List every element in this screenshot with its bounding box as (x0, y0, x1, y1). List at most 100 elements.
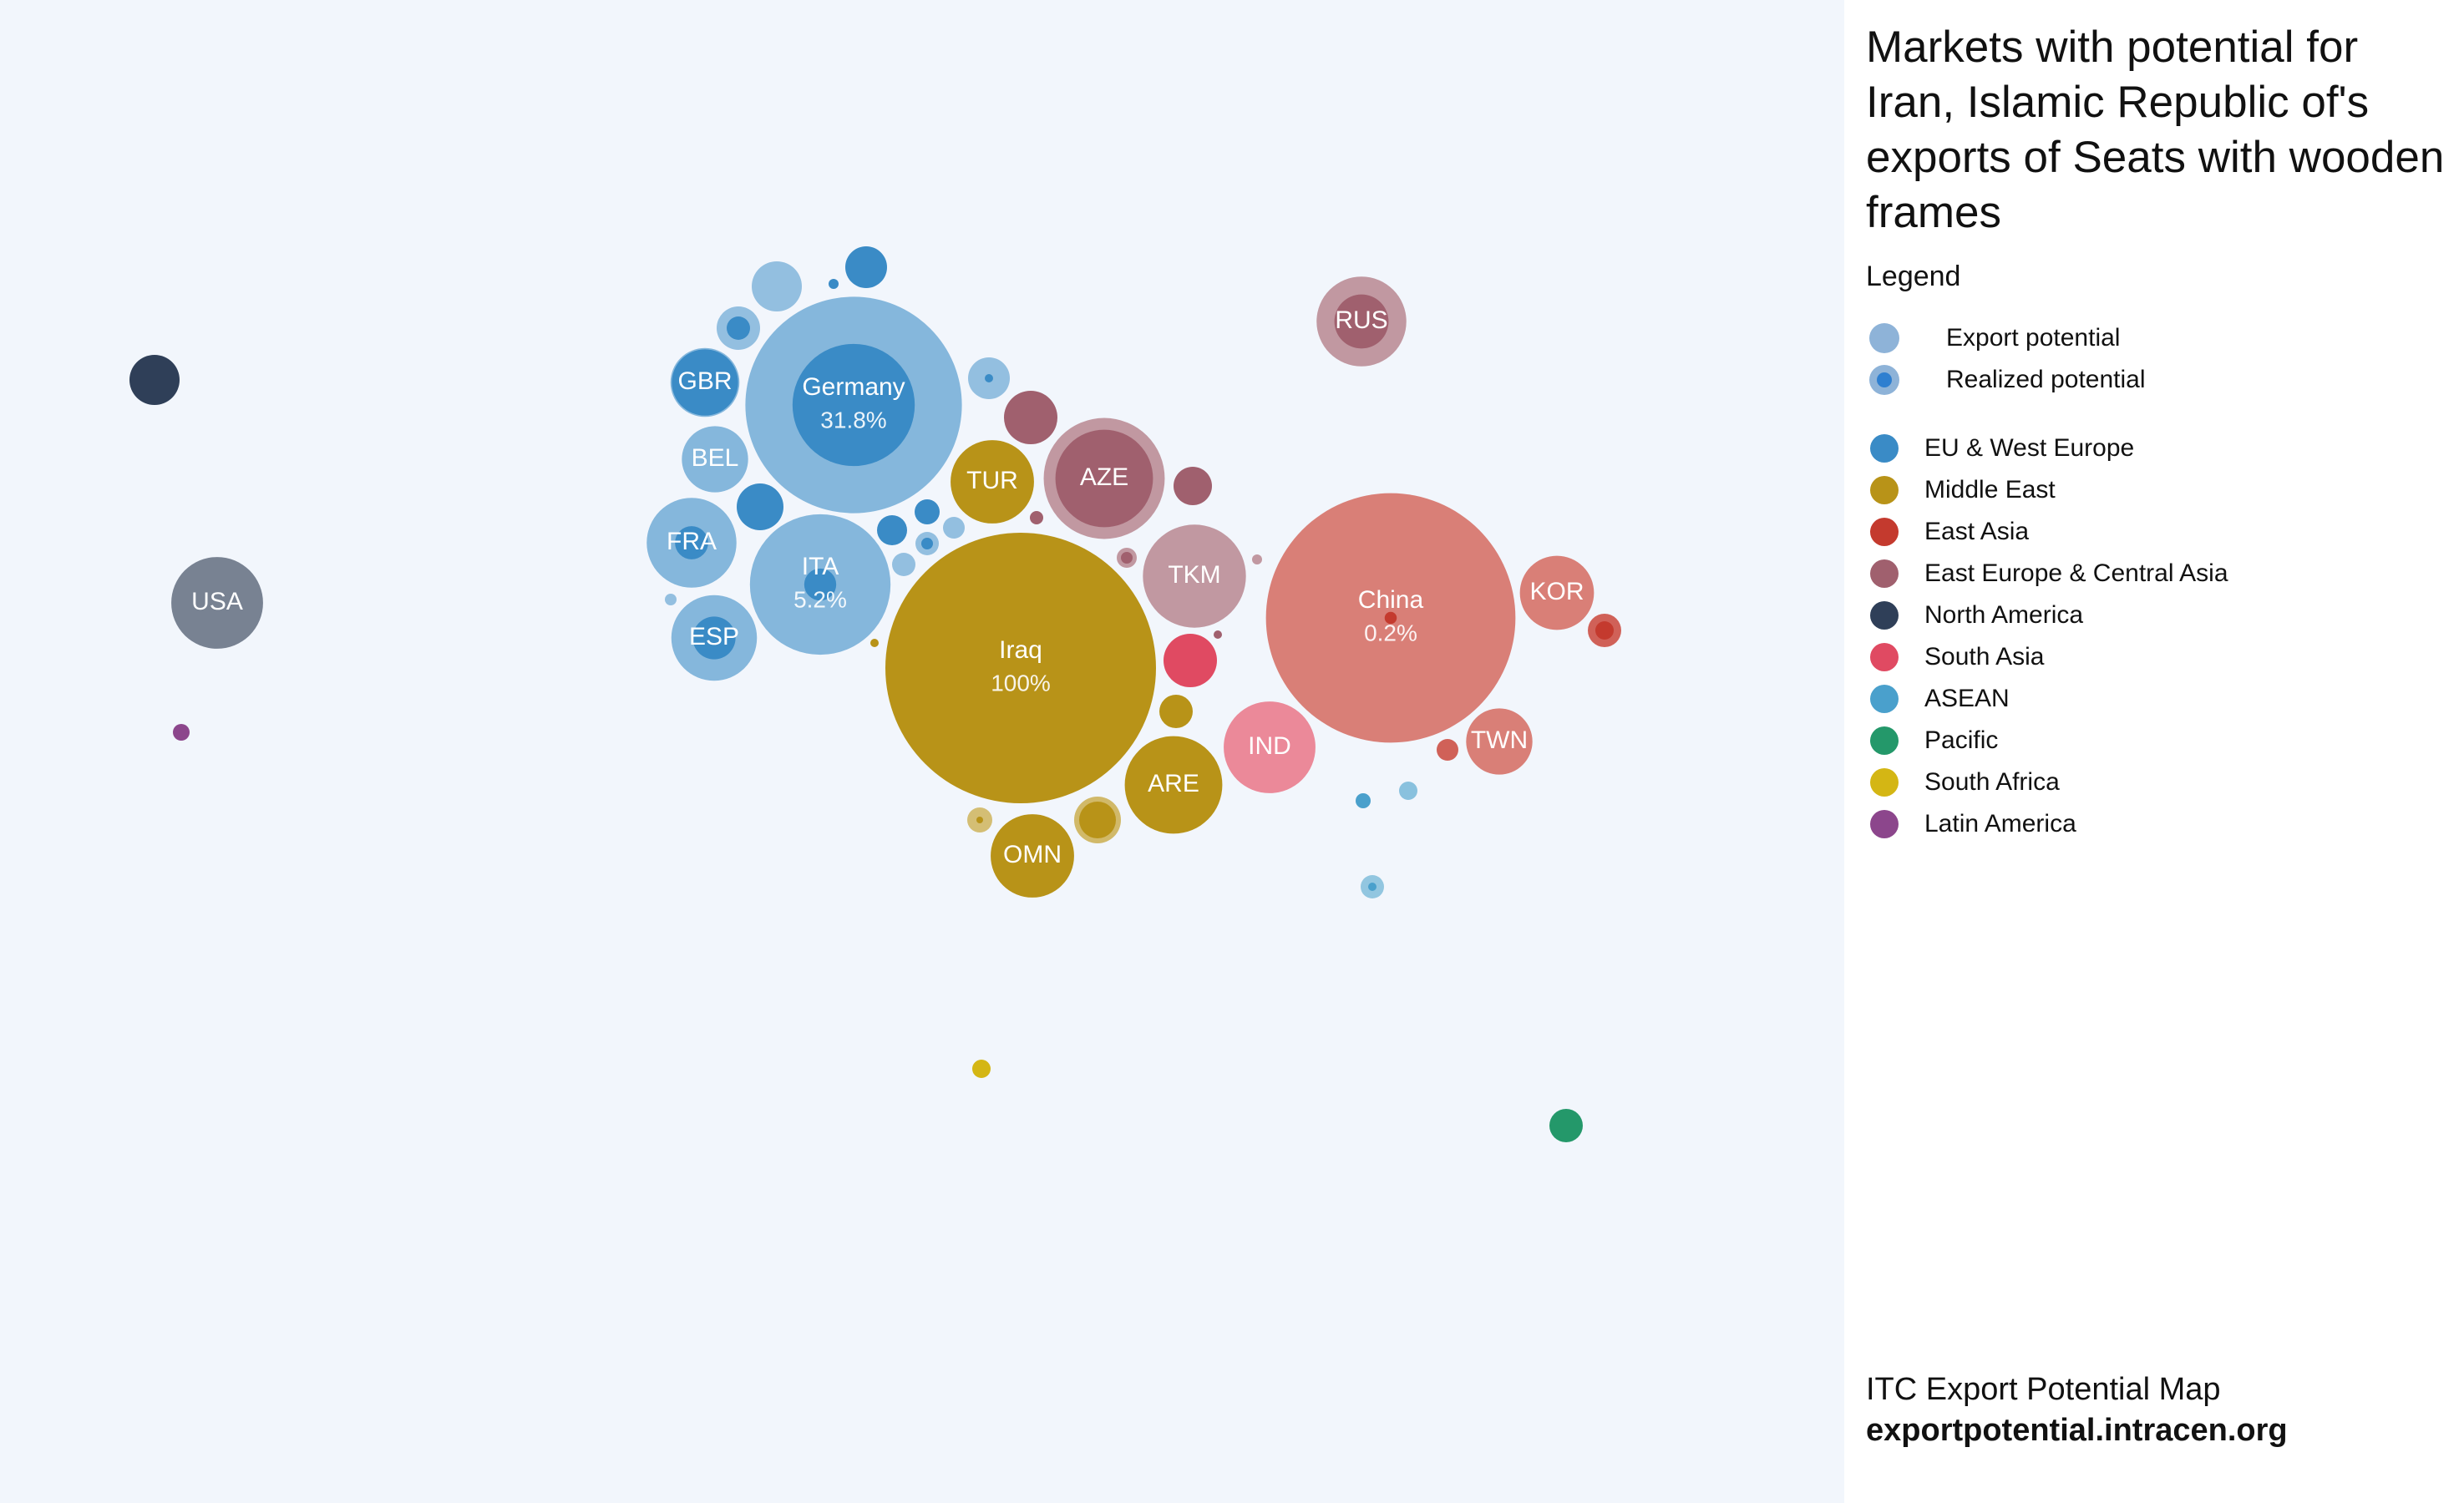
legend-label: EU & West Europe (1924, 434, 2135, 462)
market-percent-label: 0.2% (1364, 620, 1417, 645)
minor-market-bubble[interactable] (1159, 695, 1193, 728)
legend-region-east-asia[interactable]: East Asia (1866, 514, 2451, 550)
minor-market-bubble[interactable] (1437, 739, 1458, 761)
legend-region-eu-west-europe[interactable]: EU & West Europe (1866, 430, 2451, 467)
minor-market-bubble[interactable] (1174, 467, 1212, 505)
market-realized-bubble-china[interactable] (1384, 611, 1397, 625)
legend-region-latin-america[interactable]: Latin America (1866, 806, 2451, 843)
market-label: USA (191, 588, 243, 615)
minor-market-bubble[interactable] (985, 374, 993, 382)
minor-market-bubble[interactable] (1549, 1109, 1583, 1142)
market-realized-bubble-aze[interactable] (1055, 429, 1153, 528)
minor-market-bubble[interactable] (737, 483, 783, 530)
region-color-swatch-icon (1866, 430, 1903, 467)
market-bubble-tur[interactable] (951, 440, 1034, 524)
minor-market-bubble[interactable] (877, 515, 907, 545)
bubble-chart-area: Iraq 100% China 0.2% Germany 31.8% ITA 5.2% AZE T… (129, 246, 1621, 1142)
minor-market-bubble[interactable] (129, 355, 180, 405)
market-realized-bubble-ita[interactable] (804, 568, 837, 601)
market-bubble-iraq[interactable] (885, 533, 1156, 803)
market-bubble-omn[interactable] (991, 814, 1074, 898)
minor-market-bubble[interactable] (1356, 793, 1371, 808)
market-label: RUS (1335, 306, 1387, 334)
legend-label: Export potential (1946, 324, 2121, 352)
minor-market-bubble[interactable] (845, 246, 887, 288)
market-label: ITA (802, 553, 839, 580)
market-label: TKM (1168, 561, 1220, 589)
region-color-swatch-icon (1866, 514, 1903, 550)
side-panel: Markets with potential for Iran, Islamic… (1844, 0, 2464, 1503)
market-bubble-are[interactable] (1124, 736, 1223, 834)
legend-label: Realized potential (1946, 366, 2146, 393)
minor-market-bubble[interactable] (976, 817, 983, 823)
market-percent-label: 31.8% (820, 407, 886, 433)
bubble-chart: Iraq 100% China 0.2% Germany 31.8% ITA 5.2% AZE T… (129, 246, 1621, 1142)
region-color-swatch-icon (1866, 764, 1903, 801)
minor-market-bubble[interactable] (829, 279, 839, 289)
market-bubble-kor[interactable] (1519, 555, 1595, 630)
legend-region-middle-east[interactable]: Middle East (1866, 472, 2451, 509)
minor-market-bubble[interactable] (943, 517, 965, 539)
market-label: AZE (1080, 463, 1128, 491)
legend-label: East Europe & Central Asia (1924, 559, 2228, 587)
realized-potential-swatch-icon (1866, 362, 1903, 398)
minor-market-bubble[interactable] (752, 261, 802, 311)
market-bubble-tkm[interactable] (1143, 524, 1246, 628)
minor-market-bubble[interactable] (1164, 634, 1217, 687)
market-realized-bubble-fra[interactable] (675, 526, 708, 559)
legend-label: Middle East (1924, 476, 2056, 504)
chart-title: Markets with potential for Iran, Islamic… (1866, 23, 2445, 237)
minor-market-bubble[interactable] (173, 724, 190, 741)
minor-market-bubble[interactable] (1214, 630, 1222, 639)
minor-market-bubble[interactable] (1121, 552, 1133, 564)
market-label: OMN (1003, 841, 1062, 868)
legend-label: Latin America (1924, 810, 2076, 838)
legend-label: ASEAN (1924, 685, 2010, 712)
legend-region-asean[interactable]: ASEAN (1866, 681, 2451, 717)
minor-market-bubble[interactable] (1030, 511, 1043, 524)
region-color-swatch-icon (1866, 722, 1903, 759)
region-color-swatch-icon (1866, 597, 1903, 634)
legend-label: South Africa (1924, 768, 2060, 796)
market-realized-bubble-esp[interactable] (692, 616, 736, 660)
minor-market-bubble[interactable] (972, 1060, 991, 1078)
market-realized-bubble-gbr[interactable] (672, 349, 738, 416)
minor-market-bubble[interactable] (1004, 391, 1057, 444)
legend-region-pacific[interactable]: Pacific (1866, 722, 2451, 759)
minor-market-bubble[interactable] (921, 538, 933, 549)
minor-market-bubble[interactable] (1399, 782, 1417, 800)
minor-market-bubble[interactable] (665, 594, 677, 605)
market-realized-bubble-germany[interactable] (792, 343, 915, 467)
legend-region-north-america[interactable]: North America (1866, 597, 2451, 634)
legend-label: East Asia (1924, 518, 2030, 545)
minor-market-bubble[interactable] (915, 499, 940, 524)
minor-market-bubble[interactable] (727, 316, 750, 340)
minor-market-bubble[interactable] (1252, 554, 1262, 564)
market-label: TUR (966, 467, 1018, 494)
market-bubble-usa[interactable] (171, 557, 263, 649)
market-label: KOR (1529, 578, 1584, 605)
region-color-swatch-icon (1866, 472, 1903, 509)
region-color-swatch-icon (1866, 639, 1903, 676)
legend-heading: Legend (1866, 261, 1961, 292)
minor-market-bubble[interactable] (870, 639, 879, 647)
market-label: Iraq (999, 636, 1042, 664)
minor-market-bubble[interactable] (1079, 802, 1116, 838)
market-realized-bubble-rus[interactable] (1334, 294, 1389, 349)
minor-market-bubble[interactable] (1368, 883, 1376, 891)
market-label: GBR (677, 367, 732, 395)
minor-market-bubble[interactable] (892, 553, 915, 576)
legend-item-realized-potential[interactable]: Realized potential (1866, 362, 2451, 398)
footer-url-link[interactable]: exportpotential.intracen.org (1866, 1413, 2288, 1448)
minor-market-bubble[interactable] (1595, 621, 1614, 640)
market-bubble-ind[interactable] (1224, 701, 1316, 793)
market-bubble-bel[interactable] (682, 426, 748, 493)
legend-region-east-europe-central-asia[interactable]: East Europe & Central Asia (1866, 555, 2451, 592)
market-bubble-twn[interactable] (1466, 708, 1533, 775)
legend-label: Pacific (1924, 726, 1999, 754)
legend-item-export-potential[interactable]: Export potential (1866, 320, 2451, 357)
legend-region-south-africa[interactable]: South Africa (1866, 764, 2451, 801)
legend-region-south-asia[interactable]: South Asia (1866, 639, 2451, 676)
market-percent-label: 5.2% (793, 586, 847, 612)
market-label: IND (1248, 732, 1291, 760)
